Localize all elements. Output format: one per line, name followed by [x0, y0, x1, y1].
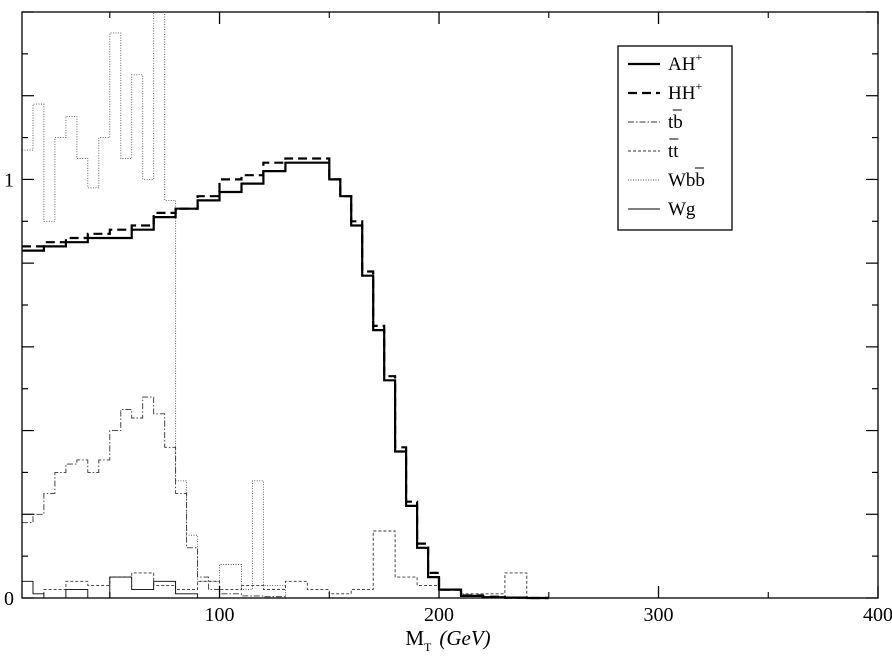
series-wg	[22, 576, 220, 599]
series-ah-plus	[22, 161, 549, 600]
legend-box	[617, 45, 733, 231]
plot-frame	[21, 11, 879, 599]
ticks-layer: 100 200 300 400 0 1	[4, 11, 892, 626]
legend-label: tb	[668, 112, 683, 133]
legend-label: Wbb	[668, 170, 705, 191]
legend-label: HH+	[668, 79, 702, 104]
legend-label: Wg	[668, 199, 696, 220]
x-tick-label: 300	[644, 604, 674, 626]
legend: AH+ HH+ tb tt Wbb Wg	[617, 45, 733, 231]
legend-label: AH+	[668, 50, 702, 75]
x-tick-label: 100	[205, 604, 235, 626]
series-hh-plus	[22, 157, 549, 600]
series-tt	[22, 530, 528, 599]
series-tb	[22, 396, 286, 598]
x-axis-label-main: M	[405, 626, 424, 650]
legend-label: tt	[668, 141, 679, 162]
x-tick-label: 200	[424, 604, 454, 626]
series-layer	[22, 11, 549, 600]
series-wbb	[22, 11, 286, 598]
x-axis-label-unit: (GeV)	[439, 626, 490, 650]
x-axis-label-subscript: T	[424, 640, 432, 654]
x-axis-label: MT (GeV)	[405, 626, 490, 654]
y-tick-label: 0	[4, 588, 14, 610]
y-tick-label: 1	[4, 169, 14, 191]
x-tick-label: 400	[863, 604, 892, 626]
